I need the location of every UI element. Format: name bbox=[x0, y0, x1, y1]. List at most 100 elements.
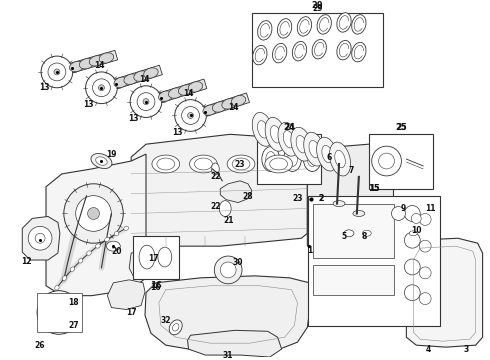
Ellipse shape bbox=[172, 324, 179, 331]
Circle shape bbox=[182, 107, 199, 125]
Ellipse shape bbox=[78, 258, 83, 263]
Polygon shape bbox=[406, 238, 483, 347]
Circle shape bbox=[76, 196, 111, 231]
Ellipse shape bbox=[232, 158, 250, 170]
Ellipse shape bbox=[134, 71, 148, 81]
Ellipse shape bbox=[139, 245, 155, 269]
Circle shape bbox=[86, 72, 117, 104]
Text: 20: 20 bbox=[111, 247, 122, 256]
Circle shape bbox=[48, 63, 66, 81]
Ellipse shape bbox=[96, 244, 100, 248]
Ellipse shape bbox=[190, 155, 217, 173]
Text: 29: 29 bbox=[312, 1, 323, 10]
Circle shape bbox=[175, 100, 206, 131]
Text: 28: 28 bbox=[243, 192, 253, 201]
Ellipse shape bbox=[79, 58, 94, 69]
Ellipse shape bbox=[297, 17, 312, 36]
Circle shape bbox=[93, 79, 110, 97]
Text: 2: 2 bbox=[318, 194, 324, 203]
Ellipse shape bbox=[212, 102, 227, 112]
Polygon shape bbox=[204, 93, 249, 116]
Ellipse shape bbox=[70, 61, 84, 72]
Text: 25: 25 bbox=[396, 123, 407, 132]
Bar bbox=[308, 196, 440, 327]
Ellipse shape bbox=[352, 15, 366, 34]
Text: 29: 29 bbox=[312, 4, 322, 13]
Ellipse shape bbox=[270, 158, 288, 170]
Ellipse shape bbox=[296, 135, 307, 153]
Ellipse shape bbox=[211, 163, 219, 175]
Text: 11: 11 bbox=[425, 204, 436, 213]
Text: 32: 32 bbox=[161, 316, 171, 325]
Text: 6: 6 bbox=[326, 153, 332, 162]
Text: 16: 16 bbox=[149, 283, 160, 292]
Ellipse shape bbox=[409, 231, 417, 236]
Ellipse shape bbox=[159, 91, 173, 102]
Ellipse shape bbox=[337, 13, 351, 32]
Ellipse shape bbox=[178, 85, 193, 95]
Polygon shape bbox=[131, 134, 307, 246]
Circle shape bbox=[88, 208, 99, 220]
Circle shape bbox=[214, 256, 242, 284]
Text: 22: 22 bbox=[210, 202, 221, 211]
Text: 18: 18 bbox=[69, 298, 79, 307]
Ellipse shape bbox=[362, 230, 371, 236]
Text: 14: 14 bbox=[228, 103, 238, 112]
Ellipse shape bbox=[89, 56, 104, 66]
Bar bbox=[252, 13, 383, 87]
Ellipse shape bbox=[352, 42, 366, 62]
Text: 27: 27 bbox=[69, 321, 79, 330]
Polygon shape bbox=[107, 280, 145, 310]
Ellipse shape bbox=[307, 152, 317, 166]
Text: 5: 5 bbox=[342, 232, 346, 241]
Text: 2: 2 bbox=[318, 194, 324, 203]
Text: 12: 12 bbox=[21, 257, 31, 266]
Ellipse shape bbox=[158, 247, 172, 267]
Ellipse shape bbox=[317, 137, 338, 171]
Ellipse shape bbox=[258, 21, 272, 40]
Polygon shape bbox=[22, 216, 60, 260]
Circle shape bbox=[28, 226, 52, 250]
Bar bbox=[369, 134, 433, 189]
Ellipse shape bbox=[55, 285, 59, 290]
Text: 13: 13 bbox=[172, 128, 183, 137]
Circle shape bbox=[404, 259, 420, 275]
Ellipse shape bbox=[333, 201, 345, 207]
Ellipse shape bbox=[317, 15, 331, 34]
Ellipse shape bbox=[272, 44, 287, 63]
Ellipse shape bbox=[258, 121, 268, 138]
Circle shape bbox=[419, 240, 431, 252]
Circle shape bbox=[220, 262, 236, 278]
Ellipse shape bbox=[157, 158, 175, 170]
Ellipse shape bbox=[337, 40, 351, 60]
Polygon shape bbox=[115, 65, 162, 89]
Polygon shape bbox=[129, 250, 166, 278]
Text: 24: 24 bbox=[284, 123, 295, 132]
Ellipse shape bbox=[265, 155, 293, 173]
Circle shape bbox=[137, 93, 155, 111]
Circle shape bbox=[419, 267, 431, 279]
Ellipse shape bbox=[188, 82, 203, 92]
Circle shape bbox=[188, 113, 194, 118]
Ellipse shape bbox=[114, 77, 128, 87]
Text: 14: 14 bbox=[139, 75, 149, 84]
Text: 15: 15 bbox=[368, 184, 380, 193]
Ellipse shape bbox=[219, 201, 231, 216]
Ellipse shape bbox=[278, 122, 299, 156]
Bar bbox=[313, 204, 394, 258]
Circle shape bbox=[46, 300, 72, 325]
Text: 14: 14 bbox=[94, 62, 105, 71]
Text: 17: 17 bbox=[148, 253, 159, 262]
Circle shape bbox=[392, 207, 405, 220]
Polygon shape bbox=[188, 330, 282, 357]
Text: 24: 24 bbox=[283, 123, 295, 132]
Ellipse shape bbox=[70, 267, 74, 271]
Ellipse shape bbox=[106, 241, 120, 251]
Ellipse shape bbox=[252, 112, 273, 146]
Ellipse shape bbox=[124, 226, 128, 230]
Circle shape bbox=[404, 285, 420, 301]
Text: 16: 16 bbox=[150, 281, 162, 290]
Polygon shape bbox=[220, 181, 252, 203]
Text: 17: 17 bbox=[126, 308, 137, 317]
Ellipse shape bbox=[304, 132, 325, 166]
